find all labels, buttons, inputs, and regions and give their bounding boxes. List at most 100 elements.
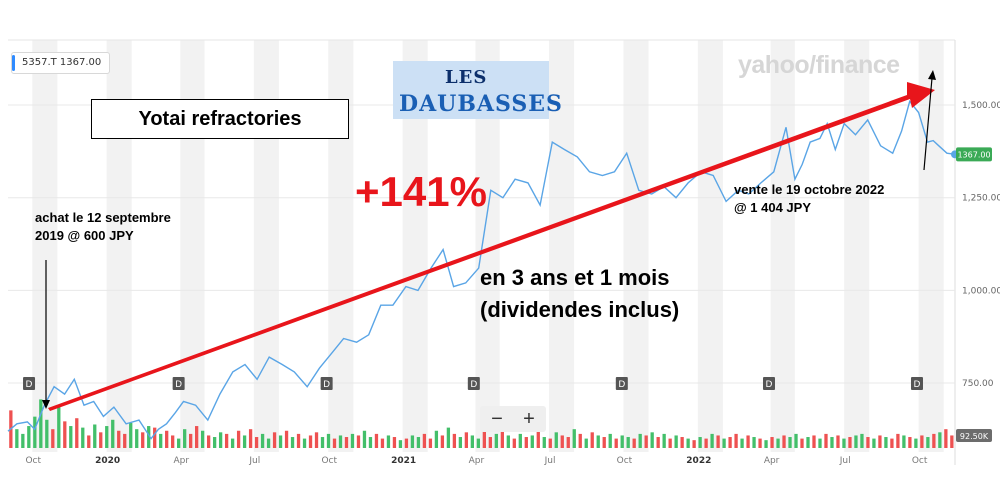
volume-bar [296,433,301,448]
volume-bar [488,437,492,448]
dividend-marker-label: D [914,380,921,390]
volume-bar [932,433,936,448]
volume-bar [518,433,522,448]
volume-bar [105,426,109,448]
x-tick-label: Apr [469,456,485,466]
dividend-marker-label: D [766,380,773,390]
x-axis-ticks: Oct 2020 Apr Jul Oct 2021 Apr Jul Oct 2022 Apr Jul O… [25,456,927,466]
volume-bar [656,437,660,448]
last-price-label: 1367.00 [957,150,990,159]
dividend-marker-label: D [618,380,625,390]
volume-bar [764,440,768,448]
volume-bar [218,432,223,448]
volume-tag-label: 92.50K [960,432,989,441]
logo-line1: LES [445,67,488,88]
y-tick-label: 750.00 [962,379,994,389]
month-stripe [697,40,723,452]
volume-bar [153,427,157,448]
volume-bar [680,437,684,448]
volume-bar [368,437,373,448]
volume-bar [500,426,504,448]
volume-bar [626,437,630,448]
volume-bar [752,437,756,448]
volume-bar [734,433,738,448]
volume-bar [33,416,37,448]
volume-bar [302,438,307,448]
dividend-marker [615,377,628,390]
y-tick-label: 1,250.00 [962,194,1000,204]
volume-bar [452,433,457,448]
volume-bar [458,437,463,448]
volume-bar [123,433,127,448]
dividend-marker [910,377,923,390]
zoom-in-button[interactable]: + [523,408,535,430]
x-tick-label: 2020 [95,456,120,466]
x-tick-label: Oct [321,456,337,466]
volume-bar [39,399,43,448]
volume-bar [878,435,882,448]
sell-line2: @ 1 404 JPY [734,200,812,215]
volume-bar [776,438,780,448]
volume-bar [914,438,918,448]
volume-bar [195,426,199,448]
volume-bar [620,435,624,448]
gain-arrow [48,82,935,411]
volume-bar [362,430,367,448]
month-stripe [623,40,649,452]
volume-bar [51,429,55,448]
month-stripe [918,40,944,452]
axis-tags: 1367.00 92.50K [951,147,992,442]
volume-bar [344,437,349,448]
y-axis-ticks: 1,500.00 1,250.00 1,000.00 750.00 [962,101,1000,389]
volume-bar [722,438,726,448]
volume-bar [428,438,433,448]
volume-bar [398,440,403,448]
volume-bar [944,429,948,448]
y-tick-label: 1,000.00 [962,286,1000,296]
volume-bar [590,432,594,448]
volume-bar [860,433,864,448]
volume-bar [782,435,786,448]
volume-bar [314,432,319,448]
zoom-out-button[interactable]: − [491,408,503,430]
y-tick-label: 1,500.00 [962,101,1000,111]
volume-bar [530,435,534,448]
annotation-arrows [42,70,936,411]
volume-bar [117,430,121,448]
volume-bar [183,429,187,448]
volume-bar [716,435,720,448]
volume-bar [422,433,427,448]
volume-bar [698,437,702,448]
x-tick-label: Oct [25,456,41,466]
volume-bar [896,433,900,448]
volume-bar [87,435,91,448]
volume-bar [446,427,451,448]
volume-bar [308,435,313,448]
volume-bar [548,438,552,448]
dividend-marker-label: D [175,380,182,390]
x-tick-label: Jul [544,456,556,466]
sell-annotation: vente le 19 octobre 2022 @ 1 404 JPY [734,181,884,217]
volume-bar [69,426,73,448]
ticker-label: 5357.T 1367.00 [11,52,111,74]
volume-bar [806,437,810,448]
dividend-marker-label: D [470,380,477,390]
volume-bar [476,438,481,448]
volume-bar [482,429,486,448]
dividend-marker [762,377,775,390]
volume-bar [596,435,600,448]
volume-bar [386,435,391,448]
buy-line2: 2019 @ 600 JPY [35,228,134,243]
volume-bar [45,419,49,448]
volume-bar [81,427,85,448]
period-note: en 3 ans et 1 mois (dividendes inclus) [480,262,679,326]
dividend-marker [320,377,333,390]
volume-bar [836,435,840,448]
volume-bar [230,438,235,448]
volume-bar [494,433,498,448]
volume-bar [890,438,894,448]
volume-bar [908,437,912,448]
month-stripe [32,40,58,452]
volume-bar [950,435,954,448]
volume-bar [740,438,744,448]
